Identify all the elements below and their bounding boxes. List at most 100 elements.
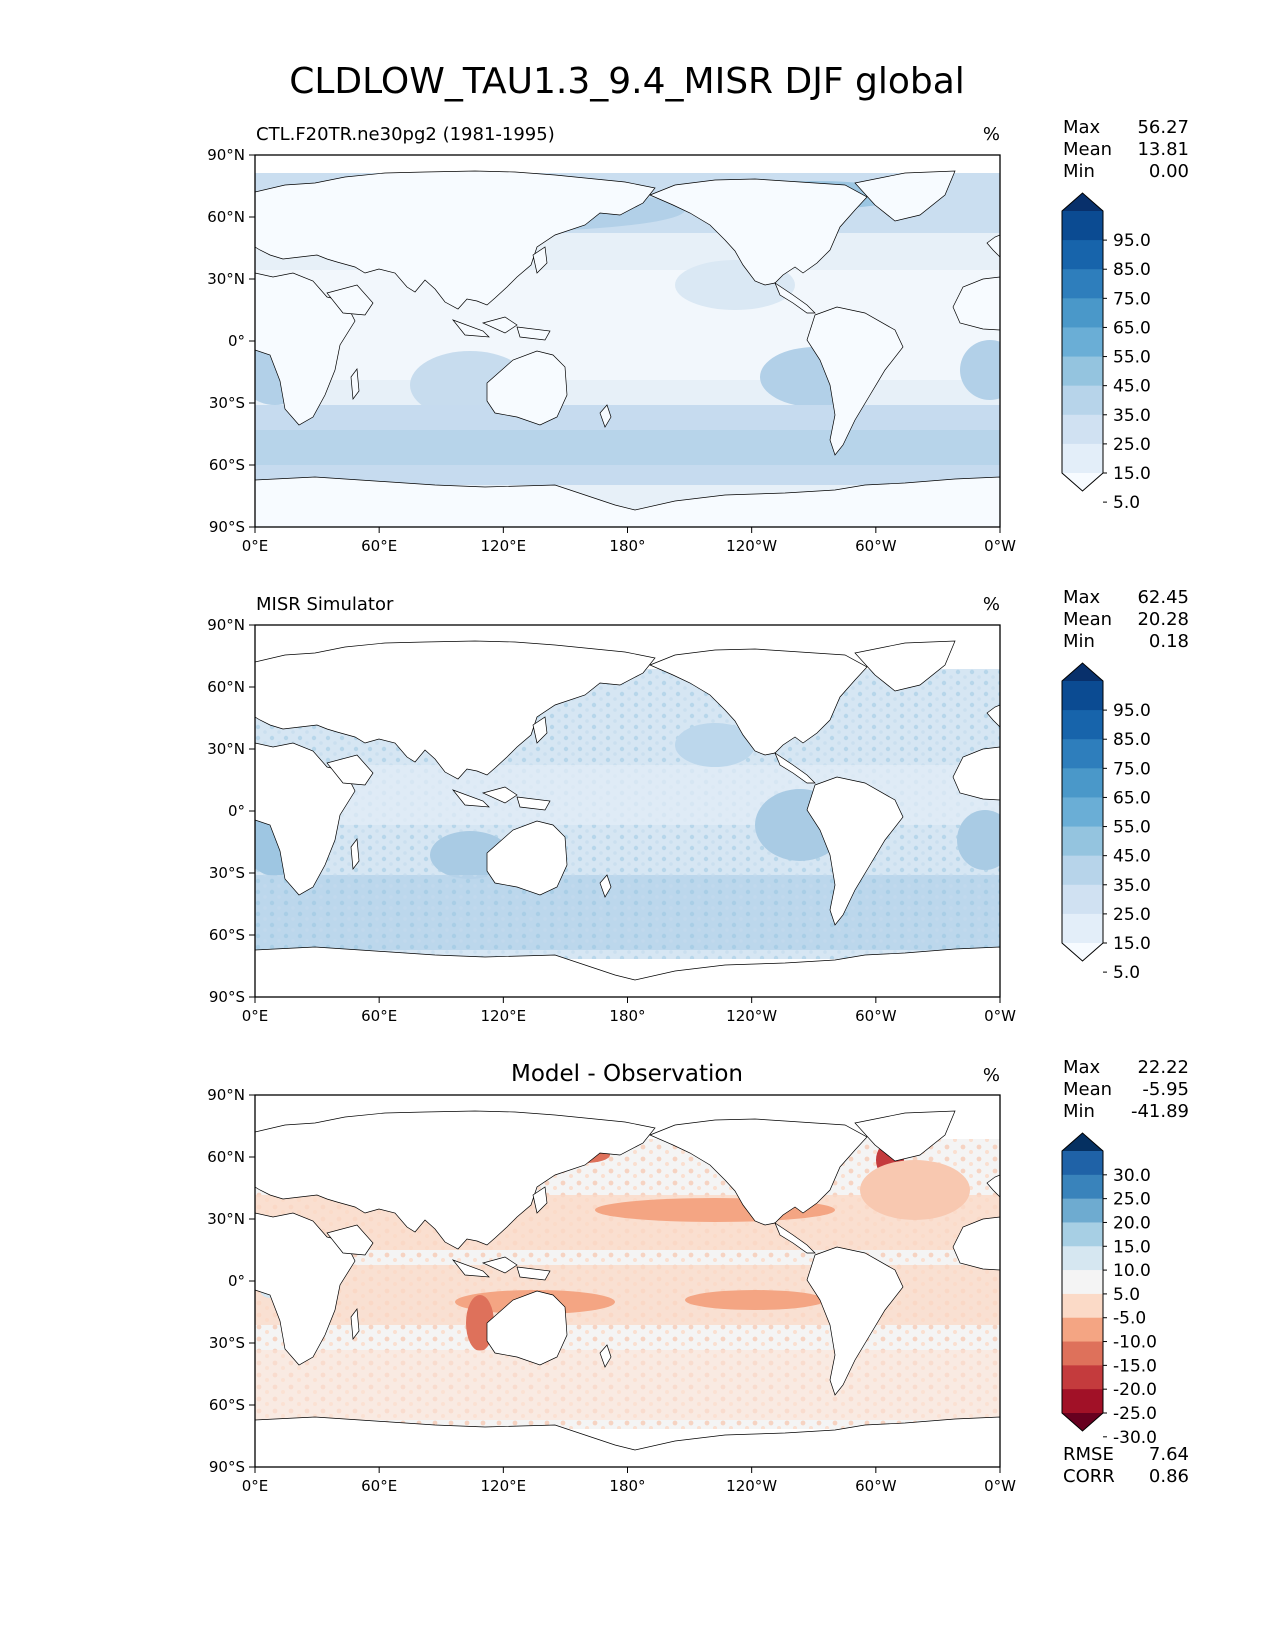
stat-value: 22.22 bbox=[1137, 1057, 1189, 1078]
colorbar-segment bbox=[1062, 1270, 1103, 1295]
lon-tick-label: 120°E bbox=[481, 1007, 527, 1025]
lat-tick-label: 0° bbox=[228, 332, 245, 350]
panel-model: CTL.F20TR.ne30pg2 (1981-1995) % bbox=[254, 124, 1001, 528]
lat-tick-label: 30°S bbox=[209, 394, 245, 412]
lon-tick-label: 120°E bbox=[481, 1477, 527, 1495]
stat-label: Max bbox=[1063, 1057, 1101, 1078]
lon-tick-label: 120°W bbox=[726, 1477, 777, 1495]
stat-label: CORR bbox=[1063, 1466, 1115, 1487]
colorbar-label: 65.0 bbox=[1113, 788, 1151, 808]
stat-value: 20.28 bbox=[1137, 609, 1189, 630]
stat-value: 0.00 bbox=[1149, 161, 1189, 182]
colorbar-label: 15.0 bbox=[1113, 1237, 1151, 1257]
colorbar-label: 65.0 bbox=[1113, 318, 1151, 338]
lon-tick-label: 180° bbox=[609, 1007, 645, 1025]
lat-tick-label: 90°S bbox=[209, 988, 245, 1006]
colorbar-segment bbox=[1062, 884, 1103, 915]
stat-label: Max bbox=[1063, 587, 1101, 608]
colorbar-label: 25.0 bbox=[1113, 905, 1151, 925]
lat-tick-label: 60°S bbox=[209, 1396, 245, 1414]
colorbar-label: 55.0 bbox=[1113, 818, 1151, 838]
lat-tick-label: 0° bbox=[228, 802, 245, 820]
panel-3-title: Model - Observation bbox=[511, 1061, 743, 1087]
lat-tick-label: 30°N bbox=[207, 740, 245, 758]
stat-value: 13.81 bbox=[1137, 139, 1189, 160]
colorbar-label: -15.0 bbox=[1113, 1356, 1157, 1376]
panel-3-units: % bbox=[983, 1065, 1000, 1086]
lon-tick-label: 0°W bbox=[984, 1477, 1016, 1495]
colorbar-segment bbox=[1062, 826, 1103, 857]
colorbar-segment bbox=[1062, 327, 1103, 358]
colorbar-segment bbox=[1062, 1293, 1103, 1319]
colorbar-label: 5.0 bbox=[1113, 963, 1140, 983]
colorbar-extend-max bbox=[1062, 1133, 1103, 1151]
lon-tick-label: 180° bbox=[609, 537, 645, 555]
colorbar-segment bbox=[1062, 797, 1103, 828]
colorbar-segment bbox=[1062, 1246, 1103, 1271]
colorbar-label: 30.0 bbox=[1113, 1166, 1151, 1186]
colorbar-label: 85.0 bbox=[1113, 260, 1151, 280]
stat-value: 0.18 bbox=[1149, 631, 1189, 652]
colorbar-segment bbox=[1062, 768, 1103, 798]
colorbar-label: -25.0 bbox=[1113, 1404, 1157, 1424]
stat-label: Min bbox=[1063, 1101, 1095, 1122]
colorbar-label: 45.0 bbox=[1113, 847, 1151, 867]
lat-tick-label: 90°S bbox=[209, 1458, 245, 1476]
colorbar-segment bbox=[1062, 1389, 1103, 1414]
colorbar-extend-max bbox=[1062, 193, 1103, 211]
lon-tick-label: 120°W bbox=[726, 537, 777, 555]
panel-1-map-field bbox=[255, 155, 1000, 527]
lat-tick-label: 90°N bbox=[207, 146, 245, 164]
stat-label: Min bbox=[1063, 631, 1095, 652]
panel-2-units: % bbox=[983, 594, 1000, 615]
lon-tick-label: 0°E bbox=[242, 537, 269, 555]
panel-2-title: MISR Simulator bbox=[256, 594, 394, 615]
colorbar-segment bbox=[1062, 1341, 1103, 1366]
colorbar-label: 25.0 bbox=[1113, 435, 1151, 455]
colorbar-segment bbox=[1062, 1174, 1103, 1200]
lat-tick-label: 30°N bbox=[207, 1210, 245, 1228]
figure-title: CLDLOW_TAU1.3_9.4_MISR DJF global bbox=[289, 61, 965, 102]
stat-value: -5.95 bbox=[1142, 1079, 1189, 1100]
lon-tick-label: 180° bbox=[609, 1477, 645, 1495]
stat-label: Mean bbox=[1063, 139, 1112, 160]
panel-difference: Model - Observation % bbox=[254, 1061, 1001, 1468]
colorbar-label: 5.0 bbox=[1113, 1285, 1140, 1305]
lat-tick-label: 90°N bbox=[207, 616, 245, 634]
stat-label: Mean bbox=[1063, 609, 1112, 630]
panel-1-title: CTL.F20TR.ne30pg2 (1981-1995) bbox=[256, 124, 555, 145]
lat-tick-label: 30°S bbox=[209, 1334, 245, 1352]
stat-label: Min bbox=[1063, 161, 1095, 182]
stat-label: Max bbox=[1063, 117, 1101, 138]
colorbar-label: -20.0 bbox=[1113, 1380, 1157, 1400]
panel-2-map-field bbox=[255, 625, 1000, 997]
colorbar-segment bbox=[1062, 1317, 1103, 1343]
lat-tick-label: 60°N bbox=[207, 208, 245, 226]
stat-value: 62.45 bbox=[1137, 587, 1189, 608]
colorbar-segment bbox=[1062, 298, 1103, 328]
lon-tick-label: 0°E bbox=[242, 1477, 269, 1495]
colorbar-label: 55.0 bbox=[1113, 348, 1151, 368]
colorbar-extend-min bbox=[1062, 943, 1103, 961]
panel-3-map-field bbox=[255, 1095, 1000, 1467]
lon-tick-label: 0°E bbox=[242, 1007, 269, 1025]
lat-tick-label: 90°N bbox=[207, 1086, 245, 1104]
lat-tick-label: 60°S bbox=[209, 926, 245, 944]
colorbar-label: 35.0 bbox=[1113, 876, 1151, 896]
colorbar-label: 25.0 bbox=[1113, 1190, 1151, 1210]
colorbar-label: 35.0 bbox=[1113, 406, 1151, 426]
lon-tick-label: 60°E bbox=[361, 537, 397, 555]
colorbar-segment bbox=[1062, 356, 1103, 387]
colorbar-segment bbox=[1062, 1151, 1103, 1176]
panel-observation: MISR Simulator % bbox=[254, 594, 1001, 998]
lon-tick-label: 60°W bbox=[855, 1007, 897, 1025]
stat-value: 7.64 bbox=[1149, 1444, 1189, 1465]
lat-tick-label: 90°S bbox=[209, 518, 245, 536]
colorbar-extend-min bbox=[1062, 1413, 1103, 1431]
colorbar-segment bbox=[1062, 1365, 1103, 1390]
colorbar-segment bbox=[1062, 211, 1103, 241]
colorbar-segment bbox=[1062, 739, 1103, 769]
stat-label: Mean bbox=[1063, 1079, 1112, 1100]
colorbar-label: 10.0 bbox=[1113, 1261, 1151, 1281]
